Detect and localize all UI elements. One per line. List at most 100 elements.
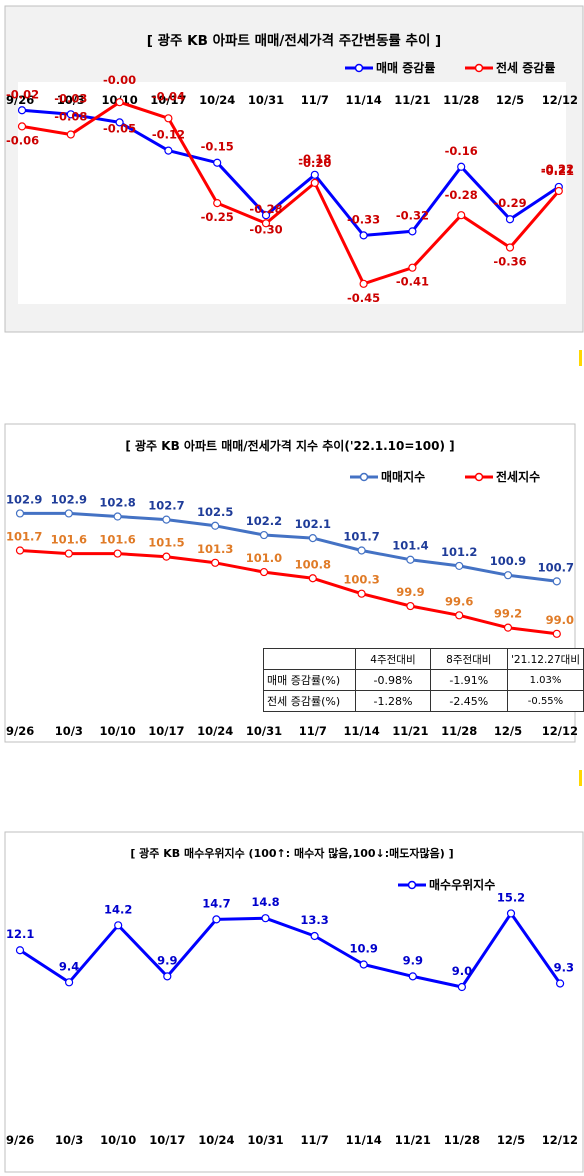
data-point bbox=[211, 558, 220, 567]
data-label: 101.2 bbox=[441, 545, 477, 559]
data-point bbox=[113, 512, 122, 521]
data-label: -0.45 bbox=[347, 291, 380, 305]
x-tick-label: 11/14 bbox=[346, 1133, 382, 1147]
legend-label-sale: 매매지수 bbox=[381, 469, 425, 484]
data-point bbox=[555, 979, 565, 988]
data-label: 100.7 bbox=[538, 560, 574, 574]
data-point bbox=[505, 243, 515, 252]
data-label: -0.29 bbox=[493, 196, 526, 210]
change-summary-table: 4주전대비 8주전대비 '21.12.27대비 매매 증감률(%) -0.98%… bbox=[262, 648, 584, 712]
series-lines bbox=[21, 100, 560, 286]
data-point bbox=[357, 546, 366, 555]
series-points bbox=[17, 98, 563, 288]
data-label: 100.9 bbox=[490, 554, 526, 568]
data-label: -0.04 bbox=[152, 89, 185, 103]
data-label: -0.03 bbox=[54, 91, 87, 105]
data-point bbox=[15, 546, 25, 555]
legend-marker-sale bbox=[354, 63, 364, 73]
data-label: -0.32 bbox=[396, 208, 429, 222]
data-point bbox=[113, 549, 122, 558]
data-point bbox=[115, 98, 124, 107]
x-tick-label: 10/3 bbox=[55, 1133, 83, 1147]
legend-label-buyer: 매수우위지수 bbox=[429, 877, 495, 892]
data-point bbox=[455, 561, 464, 571]
data-label: 102.2 bbox=[246, 514, 282, 528]
data-label: -0.36 bbox=[493, 254, 526, 268]
data-point bbox=[115, 118, 124, 127]
table-header-row: 4주전대비 8주전대비 '21.12.27대비 bbox=[262, 648, 584, 670]
data-labels: -0.02 -0.03 -0.05 -0.12 -0.15 -0.28 -0.18 -0.33… bbox=[6, 73, 574, 305]
x-tick-label: 11/21 bbox=[395, 1133, 431, 1147]
x-tick-label: 10/17 bbox=[149, 1133, 185, 1147]
data-label: -0.16 bbox=[445, 144, 478, 158]
table-header-cell: 8주전대비 bbox=[429, 648, 509, 670]
series-line bbox=[19, 549, 557, 636]
data-point bbox=[505, 215, 515, 224]
data-point bbox=[17, 122, 27, 131]
x-axis-ticks: 9/2610/310/1010/1710/2410/3111/711/1411/… bbox=[6, 93, 578, 107]
data-label: -0.02 bbox=[6, 87, 39, 101]
data-point bbox=[66, 110, 75, 119]
data-label: 101.0 bbox=[246, 551, 282, 565]
data-label: -0.00 bbox=[103, 73, 136, 87]
data-point bbox=[212, 915, 221, 924]
chart-title: [ 광주 KB 아파트 매매/전세가격 주간변동률 추이 ] bbox=[147, 32, 441, 49]
x-tick-label: 10/3 bbox=[57, 93, 85, 107]
data-label: 101.3 bbox=[197, 542, 233, 556]
data-label: 9.0 bbox=[452, 964, 472, 978]
x-tick-label: 10/17 bbox=[150, 93, 186, 107]
data-labels: 12.1 9.4 14.2 9.9 14.7 14.8 13.3 10.9 9.9 9.0 15.2… bbox=[6, 890, 574, 978]
data-label: -0.41 bbox=[396, 275, 429, 289]
series-points bbox=[15, 909, 565, 992]
chart-buyer-index: [ 광주 KB 매수우위지수 (100↑: 매수자 많음,100↓:매도자많음)… bbox=[4, 831, 584, 1173]
series-points bbox=[15, 509, 561, 638]
x-tick-label: 10/24 bbox=[199, 93, 235, 107]
legend-marker-sale bbox=[359, 472, 369, 482]
data-point bbox=[308, 574, 317, 583]
data-label: 102.9 bbox=[51, 492, 87, 506]
data-point bbox=[15, 946, 25, 955]
data-label: 10.9 bbox=[350, 941, 378, 955]
x-tick-label: 10/10 bbox=[100, 1133, 136, 1147]
chart-panel bbox=[4, 831, 584, 1173]
series-lines bbox=[19, 911, 562, 989]
data-point bbox=[66, 130, 75, 139]
data-label: 102.1 bbox=[295, 517, 331, 531]
data-label: 99.9 bbox=[396, 585, 424, 599]
chart-weekly-change: [ 광주 KB 아파트 매매/전세가격 주간변동률 추이 ] 매매 증감률 전세… bbox=[4, 5, 584, 333]
data-label: 99.6 bbox=[445, 594, 473, 608]
series-line bbox=[21, 100, 560, 286]
x-tick-label: 10/31 bbox=[248, 93, 284, 107]
data-point bbox=[408, 263, 417, 272]
data-label: 101.5 bbox=[148, 536, 184, 550]
data-point bbox=[408, 227, 417, 236]
data-label: -0.28 bbox=[445, 188, 478, 202]
data-point bbox=[308, 534, 317, 543]
data-label: 12.1 bbox=[6, 927, 34, 941]
data-label: 9.9 bbox=[157, 953, 177, 967]
x-tick-label: 10/31 bbox=[246, 724, 282, 738]
data-point bbox=[554, 186, 563, 196]
data-label: 15.2 bbox=[497, 890, 525, 904]
x-tick-label: 9/26 bbox=[6, 1133, 34, 1147]
data-point bbox=[552, 629, 561, 638]
data-label: 101.6 bbox=[99, 533, 135, 547]
data-point bbox=[310, 931, 319, 941]
data-label: 102.5 bbox=[197, 505, 233, 519]
table-cell: -1.28% bbox=[355, 690, 431, 712]
chart-title: [ 광주 KB 아파트 매매/전세가격 지수 추이('22.1.10=100) … bbox=[125, 438, 454, 453]
data-label: 13.3 bbox=[300, 913, 328, 927]
data-label: 9.4 bbox=[59, 959, 79, 973]
x-tick-label: 12/5 bbox=[494, 724, 522, 738]
data-label: -0.20 bbox=[298, 156, 331, 170]
data-label: 99.2 bbox=[494, 607, 522, 621]
edge-mark bbox=[579, 350, 582, 366]
series-line bbox=[20, 511, 557, 583]
data-point bbox=[310, 178, 319, 188]
x-tick-label: 11/14 bbox=[343, 724, 379, 738]
x-tick-label: 11/21 bbox=[392, 724, 428, 738]
x-tick-label: 9/26 bbox=[6, 93, 34, 107]
data-label: -0.22 bbox=[541, 162, 574, 176]
data-point bbox=[457, 162, 466, 171]
